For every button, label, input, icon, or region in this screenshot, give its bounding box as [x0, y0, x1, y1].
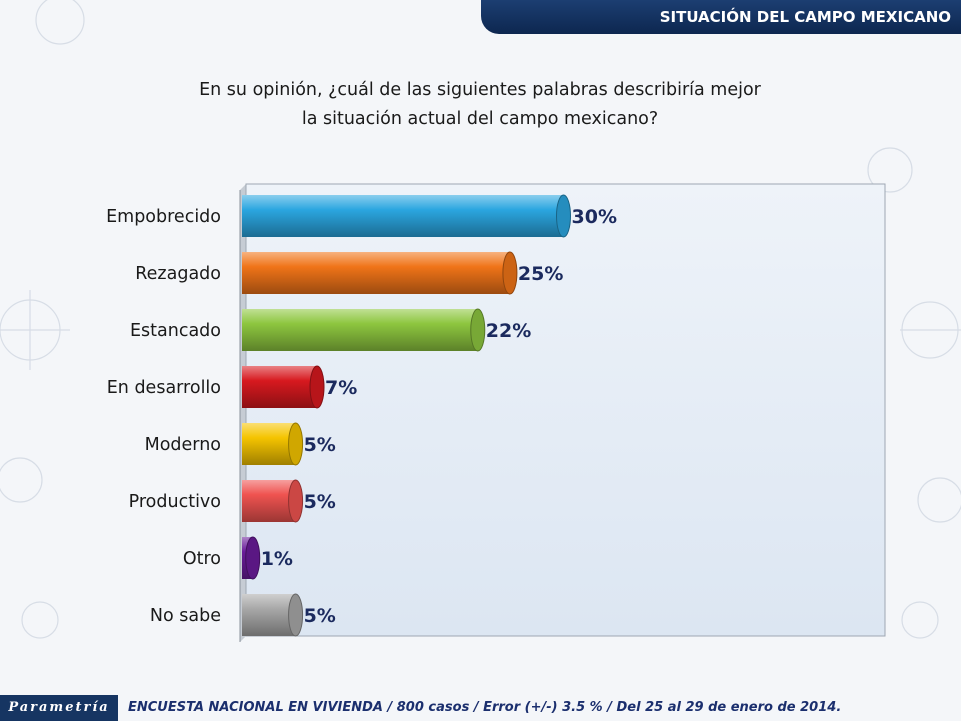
question-text: En su opinión, ¿cuál de las siguientes p… — [150, 76, 810, 134]
category-label: Moderno — [145, 435, 221, 455]
bar-cap — [556, 194, 571, 238]
plot-area — [239, 183, 886, 642]
bar-cap — [288, 422, 304, 466]
bar-estancado — [242, 309, 478, 351]
footer-logo: Parametría — [0, 695, 118, 721]
value-label: 25% — [518, 263, 563, 285]
question-line-1: En su opinión, ¿cuál de las siguientes p… — [199, 80, 761, 100]
question-line-2: la situación actual del campo mexicano? — [301, 109, 659, 129]
value-label: 5% — [304, 434, 336, 456]
category-label: No sabe — [150, 606, 221, 626]
bar-empobrecido — [242, 195, 564, 237]
bar-productivo — [242, 480, 296, 522]
category-label: En desarrollo — [107, 378, 221, 398]
value-label: 5% — [304, 605, 336, 627]
bar-cap — [502, 251, 518, 295]
footer-note: ENCUESTA NACIONAL EN VIVIENDA / 800 caso… — [128, 700, 842, 715]
bar-cap — [309, 365, 325, 409]
bars-layer: Empobrecido 30% Rezagado 25% Estancado 22% En … — [106, 194, 617, 637]
category-label: Rezagado — [135, 264, 221, 284]
category-label: Empobrecido — [106, 207, 221, 227]
value-label: 7% — [325, 377, 357, 399]
header-banner: SITUACIÓN DEL CAMPO MEXICANO — [481, 0, 961, 34]
bar-cap — [470, 308, 486, 352]
bar-cap — [288, 479, 304, 523]
value-label: 1% — [261, 548, 293, 570]
category-label: Productivo — [129, 492, 221, 512]
bar-moderno — [242, 423, 296, 465]
value-label: 5% — [304, 491, 336, 513]
bar-rezagado — [242, 252, 510, 294]
bar-cap — [288, 593, 304, 637]
category-label: Otro — [183, 549, 221, 569]
category-label: Estancado — [130, 321, 221, 341]
bar-en-desarrollo — [242, 366, 318, 408]
header-title: SITUACIÓN DEL CAMPO MEXICANO — [659, 8, 951, 26]
bar-cap — [245, 536, 261, 580]
value-label: 30% — [572, 206, 617, 228]
bar-no-sabe — [242, 594, 296, 636]
value-label: 22% — [486, 320, 531, 342]
